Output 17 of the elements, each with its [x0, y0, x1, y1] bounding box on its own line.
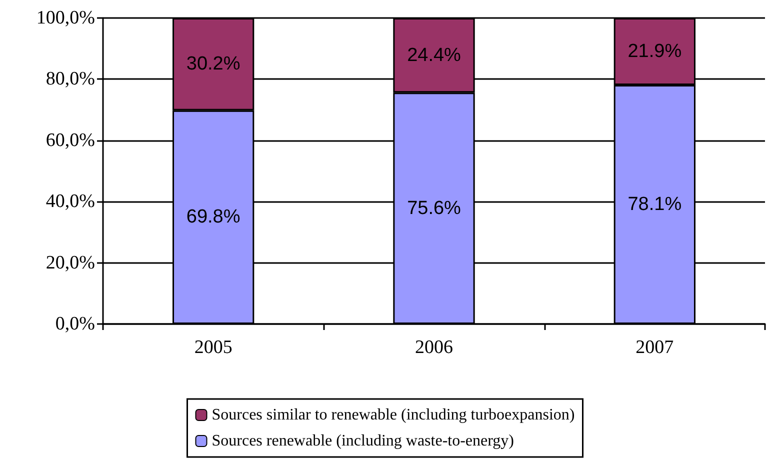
y-tick-label: 0,0% — [55, 314, 96, 334]
x-tick-label: 2006 — [415, 337, 453, 358]
legend-label: Sources renewable (including waste-to-energy) — [212, 432, 514, 450]
data-label: 24.4% — [407, 44, 462, 66]
y-tick-label: 40,0% — [46, 191, 96, 212]
x-tick-label: 2007 — [636, 337, 674, 358]
y-tick-label: 20,0% — [46, 252, 96, 274]
data-label: 78.1% — [628, 194, 682, 216]
y-tick-label: 60,0% — [46, 130, 96, 151]
y-tick-label: 80,0% — [46, 68, 96, 90]
x-tick-label: 2005 — [194, 337, 232, 358]
data-label: 69.8% — [186, 206, 240, 228]
legend-label: Sources similar to renewable (including turboexpansion) — [212, 406, 575, 424]
data-label: 21.9% — [628, 41, 682, 62]
data-label: 30.2% — [186, 54, 240, 75]
data-label: 75.6% — [407, 198, 462, 219]
y-tick-label: 100,0% — [36, 8, 96, 28]
